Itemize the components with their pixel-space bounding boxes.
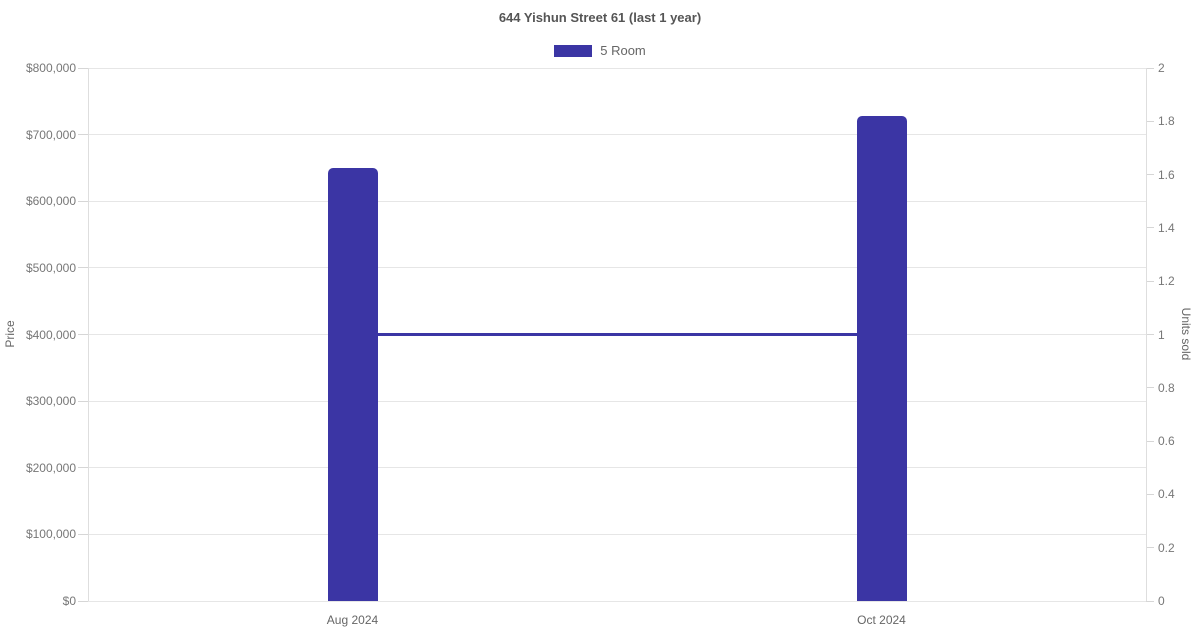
left-axis-tick-label: $200,000	[25, 460, 76, 475]
right-axis-tick-label: 0.2	[1158, 540, 1175, 555]
left-axis-tick-mark	[78, 334, 88, 335]
gridline	[88, 467, 1146, 469]
units-sold-line	[352, 333, 882, 336]
left-axis-tick-mark	[78, 67, 88, 69]
left-axis-tick-mark	[78, 134, 88, 136]
bar-oct-2024	[856, 115, 907, 601]
left-axis-tick-label: $600,000	[25, 194, 76, 209]
right-axis-tick-mark	[1146, 174, 1154, 176]
right-axis-tick-mark	[1146, 67, 1154, 69]
legend-swatch	[554, 44, 593, 57]
x-axis-label: Aug 2024	[326, 613, 379, 627]
gridline	[88, 200, 1146, 202]
right-axis-tick-label: 0.8	[1158, 380, 1175, 395]
left-axis-tick-label: $500,000	[25, 260, 76, 275]
right-axis-tick-label: 0.4	[1158, 487, 1175, 502]
bar-aug-2024	[327, 167, 378, 601]
legend-label: 5 Room	[600, 43, 646, 58]
gridline	[88, 533, 1146, 535]
right-axis-tick-label: 1.6	[1158, 167, 1175, 182]
right-axis-tick-label: 0	[1158, 594, 1165, 608]
right-axis-tick-label: 0.6	[1158, 434, 1175, 449]
right-axis-tick-mark	[1146, 387, 1154, 389]
right-axis-tick-mark	[1146, 120, 1154, 122]
legend: 5 Room	[0, 43, 1200, 58]
gridline	[88, 400, 1146, 402]
right-axis-tick-mark	[1146, 334, 1154, 335]
right-axis-tick-label: 2	[1158, 61, 1165, 75]
left-axis-tick-mark	[78, 533, 88, 535]
left-axis-tick-label: $0	[62, 594, 76, 608]
right-axis-tick-mark	[1146, 280, 1154, 282]
right-axis-tick-label: 1.4	[1158, 220, 1175, 235]
right-axis-tick-label: 1.2	[1158, 274, 1175, 289]
plot-left-border	[88, 68, 89, 601]
left-axis-tick-mark	[78, 267, 88, 269]
left-axis-tick-label: $300,000	[25, 394, 76, 409]
left-axis-tick-mark	[78, 400, 88, 402]
right-axis-tick-mark	[1146, 547, 1154, 549]
left-axis-tick-label: $400,000	[25, 327, 76, 342]
legend-item-5-room[interactable]: 5 Room	[554, 43, 646, 58]
gridline	[88, 67, 1146, 69]
gridline	[88, 267, 1146, 269]
right-axis-tick-mark	[1146, 227, 1154, 229]
gridline	[88, 134, 1146, 136]
left-axis-tick-mark	[78, 200, 88, 202]
right-axis-tick-label: 1	[1158, 327, 1165, 342]
right-axis-tick-mark	[1146, 440, 1154, 442]
x-axis-label: Oct 2024	[857, 613, 906, 627]
left-axis-tick-mark	[78, 467, 88, 469]
plot-right-border	[1146, 68, 1147, 601]
right-axis-tick-label: 1.8	[1158, 114, 1175, 129]
right-axis-tick-mark	[1146, 600, 1154, 602]
gridline	[88, 600, 1146, 602]
left-axis-tick-mark	[78, 600, 88, 602]
right-axis-title: Units sold	[1179, 307, 1193, 361]
left-axis-tick-label: $700,000	[25, 127, 76, 142]
right-axis-tick-mark	[1146, 493, 1154, 495]
left-axis-tick-label: $100,000	[25, 527, 76, 542]
left-axis-tick-label: $800,000	[25, 61, 76, 75]
chart-title: 644 Yishun Street 61 (last 1 year)	[498, 10, 702, 25]
